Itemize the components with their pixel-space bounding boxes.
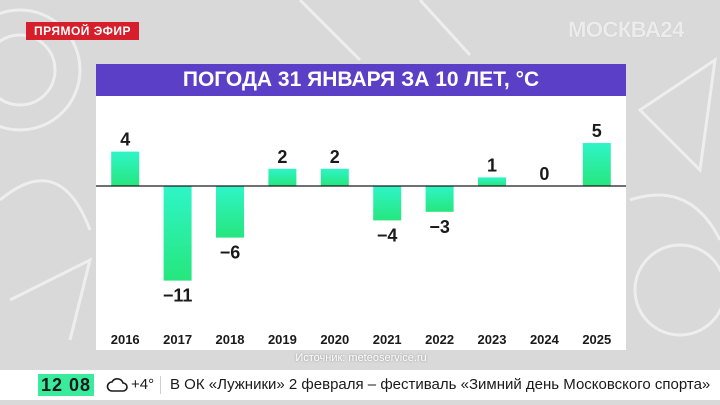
value-label-2021: −4: [377, 225, 398, 245]
value-label-2022: −3: [429, 217, 450, 237]
source-credit: Источник: meteoservice.ru: [295, 352, 427, 364]
value-label-2024: 0: [539, 164, 549, 184]
tick-label-2022: 2022: [425, 332, 454, 347]
value-label-2017: −11: [163, 286, 193, 306]
value-label-2020: 2: [330, 147, 340, 167]
clock: 12 08: [38, 374, 94, 396]
cloud-icon: [106, 378, 128, 392]
bar-2021: [373, 186, 402, 221]
bar-2025: [582, 143, 611, 186]
tick-label-2025: 2025: [582, 332, 611, 347]
ticker-divider: [160, 376, 161, 394]
ticker-headline: В ОК «Лужники» 2 февраля – фестиваль «Зи…: [170, 376, 711, 393]
tick-label-2016: 2016: [111, 332, 140, 347]
channel-logo: МОСКВА24: [568, 17, 684, 42]
value-label-2016: 4: [120, 130, 130, 150]
value-label-2023: 1: [487, 155, 497, 175]
tick-label-2023: 2023: [478, 332, 507, 347]
tick-label-2017: 2017: [163, 332, 192, 347]
tick-label-2024: 2024: [530, 332, 560, 347]
live-badge: ПРЯМОЙ ЭФИР: [26, 22, 139, 40]
bar-chart: 4 −11 −6 2 2 −4 −3 1 0 5 2016 2017 2018 2019 2020 2021…: [96, 121, 626, 347]
bar-2023: [478, 177, 506, 186]
weather-temperature: +4°: [131, 376, 155, 393]
bar-2016: [111, 151, 140, 186]
tick-label-2018: 2018: [216, 332, 245, 347]
value-label-2018: −6: [220, 243, 241, 263]
news-ticker: [0, 370, 720, 400]
tick-label-2021: 2021: [373, 332, 402, 347]
value-label-2025: 5: [592, 121, 602, 141]
chart-title: ПОГОДА 31 ЯНВАРЯ ЗА 10 ЛЕТ, °С: [96, 64, 626, 96]
bar-2019: [268, 168, 297, 186]
value-label-2019: 2: [277, 147, 287, 167]
bar-2022: [425, 186, 454, 212]
bar-2017: [163, 186, 192, 281]
tick-label-2020: 2020: [320, 332, 349, 347]
bar-2018: [216, 186, 244, 238]
bar-2020: [320, 168, 349, 186]
chart-card: ПОГОДА 31 ЯНВАРЯ ЗА 10 ЛЕТ, °С 4 −11 −6 2 2 −…: [96, 64, 626, 350]
tick-label-2019: 2019: [268, 332, 297, 347]
